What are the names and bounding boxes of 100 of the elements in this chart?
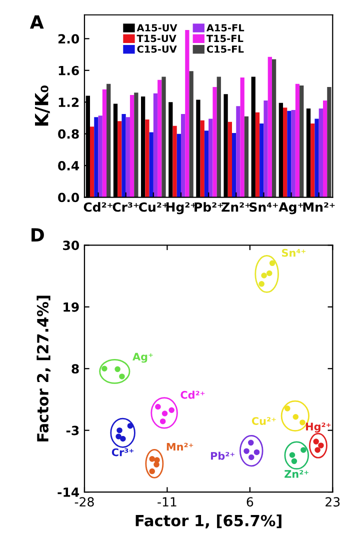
point bbox=[114, 366, 120, 372]
y-tick-label: 1.2 bbox=[58, 98, 79, 107]
y-axis-title: Factor 2, [27.4%] bbox=[36, 296, 50, 442]
bar bbox=[98, 116, 102, 198]
x-tick-label: Hg²⁺ bbox=[166, 202, 196, 214]
bar bbox=[287, 110, 292, 198]
bar bbox=[260, 124, 264, 198]
point bbox=[284, 406, 290, 412]
series-label: Sn⁴⁺ bbox=[282, 248, 306, 257]
x-tick-label: Ag⁺ bbox=[278, 202, 304, 214]
bar bbox=[106, 84, 111, 198]
bar bbox=[134, 92, 138, 198]
point bbox=[266, 270, 272, 276]
y-tick-label: 2.0 bbox=[58, 34, 80, 44]
chart-title: A bbox=[30, 15, 44, 29]
bar bbox=[255, 112, 260, 198]
x-tick-label: Sn⁴⁺ bbox=[250, 202, 278, 212]
bar bbox=[310, 124, 315, 198]
point bbox=[314, 447, 320, 453]
point bbox=[248, 454, 254, 460]
series-label: Cd²⁺ bbox=[180, 390, 205, 399]
y-tick-label: 19 bbox=[64, 302, 79, 312]
y-tick-label: -3 bbox=[66, 426, 79, 436]
legend-label: C15-FL bbox=[206, 45, 244, 53]
bar bbox=[300, 85, 304, 198]
point bbox=[258, 281, 264, 287]
legend-label: A15-FL bbox=[206, 24, 244, 32]
bar bbox=[122, 114, 126, 198]
bar bbox=[94, 117, 98, 198]
bar bbox=[327, 87, 332, 198]
x-tick-label: -28 bbox=[74, 497, 94, 507]
point bbox=[155, 404, 161, 410]
bar bbox=[283, 108, 288, 198]
bar bbox=[318, 108, 323, 198]
point bbox=[291, 458, 298, 464]
point bbox=[120, 436, 126, 442]
bar bbox=[153, 93, 158, 198]
bar bbox=[244, 116, 249, 198]
bar bbox=[102, 89, 107, 198]
series-label: Mn²⁺ bbox=[166, 442, 194, 451]
series-label: Cu²⁺ bbox=[252, 417, 276, 425]
bar bbox=[322, 100, 328, 198]
bar bbox=[200, 120, 204, 198]
bar bbox=[240, 78, 244, 198]
point bbox=[119, 374, 125, 380]
bar bbox=[185, 30, 190, 198]
point bbox=[292, 414, 299, 420]
point bbox=[116, 427, 122, 434]
point bbox=[160, 418, 166, 424]
y-tick-label: 0.4 bbox=[58, 161, 80, 170]
y-tick-label: 1.6 bbox=[58, 66, 79, 76]
bar bbox=[145, 120, 150, 198]
bar bbox=[204, 130, 209, 198]
bar bbox=[176, 134, 181, 198]
y-tick-label: -14 bbox=[58, 488, 80, 497]
bar bbox=[118, 121, 122, 198]
x-tick-label: 6 bbox=[246, 497, 254, 507]
point bbox=[154, 462, 160, 468]
bar bbox=[208, 118, 213, 198]
bar bbox=[162, 76, 166, 198]
point bbox=[116, 434, 122, 440]
series-label: Cr³⁺ bbox=[112, 448, 134, 456]
series-label: Zn²⁺ bbox=[284, 470, 308, 478]
point bbox=[244, 448, 250, 454]
point bbox=[289, 452, 296, 458]
bar bbox=[212, 87, 217, 198]
x-tick-label: Cd²⁺ bbox=[84, 202, 113, 212]
x-tick-label: Cr³⁺ bbox=[112, 202, 139, 212]
y-tick-label: 8 bbox=[72, 364, 79, 374]
y-tick-label: 0.8 bbox=[58, 129, 79, 139]
legend-label: T15-UV bbox=[136, 34, 176, 42]
point bbox=[154, 457, 160, 463]
point bbox=[300, 420, 306, 426]
bar bbox=[189, 71, 194, 198]
point bbox=[254, 449, 260, 456]
point bbox=[300, 447, 306, 453]
x-tick-label: Cu²⁺ bbox=[138, 202, 168, 212]
point bbox=[269, 260, 276, 266]
bar bbox=[216, 76, 221, 198]
y-axis-title: K/K₀ bbox=[35, 86, 50, 126]
series-label: Pb²⁺ bbox=[210, 452, 234, 460]
x-tick-label: Pb²⁺ bbox=[194, 202, 223, 212]
x-tick-label: -11 bbox=[158, 497, 176, 506]
bar bbox=[236, 106, 240, 198]
bar bbox=[295, 84, 300, 198]
legend-label: T15-FL bbox=[206, 34, 244, 42]
point bbox=[313, 438, 319, 444]
bar bbox=[314, 118, 319, 198]
bar bbox=[228, 122, 232, 198]
bar bbox=[149, 132, 154, 198]
point bbox=[248, 440, 254, 446]
bar bbox=[90, 126, 94, 198]
point bbox=[318, 442, 324, 448]
bar bbox=[172, 126, 177, 198]
bar bbox=[264, 100, 268, 198]
series-label: Ag⁺ bbox=[132, 352, 153, 363]
bar bbox=[268, 56, 272, 198]
point bbox=[149, 468, 156, 474]
y-tick-label: 0.0 bbox=[58, 192, 80, 202]
x-tick-label: Mn²⁺ bbox=[303, 202, 335, 212]
